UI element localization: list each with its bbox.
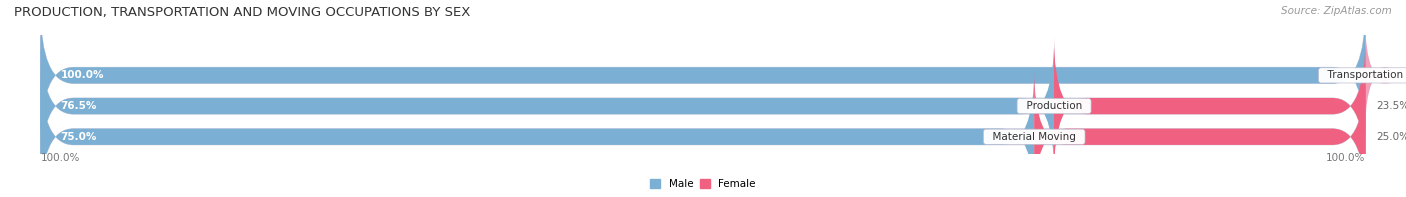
- Text: 25.0%: 25.0%: [1376, 132, 1406, 142]
- FancyBboxPatch shape: [41, 37, 1054, 175]
- Text: PRODUCTION, TRANSPORTATION AND MOVING OCCUPATIONS BY SEX: PRODUCTION, TRANSPORTATION AND MOVING OC…: [14, 6, 471, 19]
- FancyBboxPatch shape: [41, 7, 1365, 144]
- FancyBboxPatch shape: [1035, 68, 1365, 197]
- Text: Transportation: Transportation: [1322, 70, 1406, 80]
- Text: 23.5%: 23.5%: [1376, 101, 1406, 111]
- FancyBboxPatch shape: [41, 68, 1365, 197]
- FancyBboxPatch shape: [1054, 37, 1365, 175]
- Text: 76.5%: 76.5%: [60, 101, 97, 111]
- Text: 100.0%: 100.0%: [60, 70, 104, 80]
- FancyBboxPatch shape: [1365, 22, 1405, 129]
- FancyBboxPatch shape: [41, 68, 1035, 197]
- Text: Material Moving: Material Moving: [986, 132, 1083, 142]
- Text: 100.0%: 100.0%: [41, 153, 80, 163]
- Legend: Male, Female: Male, Female: [645, 175, 761, 193]
- Text: Production: Production: [1019, 101, 1088, 111]
- Text: 100.0%: 100.0%: [1326, 153, 1365, 163]
- FancyBboxPatch shape: [41, 37, 1365, 175]
- FancyBboxPatch shape: [41, 7, 1365, 144]
- Text: 75.0%: 75.0%: [60, 132, 97, 142]
- Text: Source: ZipAtlas.com: Source: ZipAtlas.com: [1281, 6, 1392, 16]
